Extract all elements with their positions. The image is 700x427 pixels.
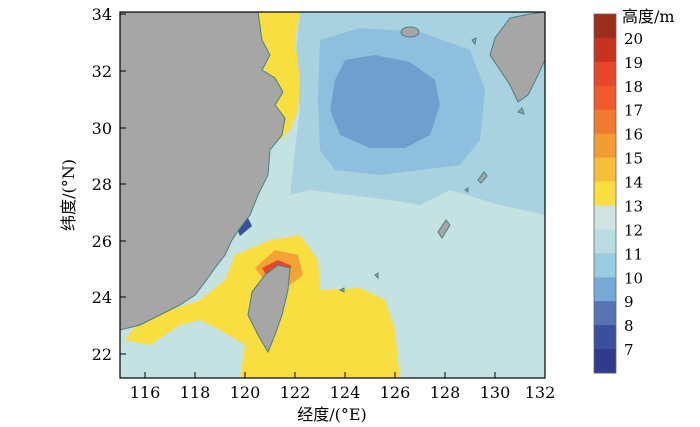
contour-9-10m bbox=[330, 55, 440, 148]
colorbar-level-label: 12 bbox=[624, 221, 643, 239]
x-axis-label: 经度/(°E) bbox=[297, 405, 367, 424]
land-okinawa-islands bbox=[338, 37, 525, 293]
colorbar-level-label: 20 bbox=[624, 30, 643, 48]
x-tick-label: 120 bbox=[230, 383, 261, 402]
colorbar-level-label: 14 bbox=[624, 174, 643, 192]
colorbar-swatch bbox=[594, 109, 616, 135]
colorbar-swatch bbox=[594, 325, 616, 350]
y-tick-label: 32 bbox=[92, 62, 112, 81]
colorbar-level-label: 13 bbox=[624, 197, 643, 215]
colorbar-level-label: 7 bbox=[624, 341, 634, 359]
colorbar-swatch bbox=[594, 205, 616, 230]
y-axis-label: 纬度/(°N) bbox=[59, 159, 78, 231]
colorbar-swatch bbox=[594, 229, 616, 254]
colorbar-swatch bbox=[594, 85, 616, 111]
colorbar-swatch bbox=[594, 181, 616, 206]
colorbar-level-label: 10 bbox=[624, 269, 643, 287]
colorbar-level-label: 11 bbox=[624, 245, 643, 263]
y-tick-label: 24 bbox=[92, 288, 112, 307]
y-tick-label: 26 bbox=[92, 232, 112, 251]
map-plot-area bbox=[120, 12, 545, 378]
land-taiwan bbox=[247, 264, 291, 354]
x-tick-label: 126 bbox=[380, 383, 411, 402]
x-tick-label: 132 bbox=[525, 383, 556, 402]
colorbar-swatch bbox=[594, 301, 616, 326]
colorbar-level-label: 9 bbox=[624, 293, 634, 311]
colorbar-level-label: 18 bbox=[624, 78, 643, 96]
plot-frame bbox=[119, 11, 546, 379]
land-mainland-china bbox=[120, 12, 286, 331]
x-tick-label: 124 bbox=[330, 383, 361, 402]
x-tick-label: 122 bbox=[280, 383, 311, 402]
colorbar-level-label: 15 bbox=[624, 150, 643, 168]
colorbar-swatch bbox=[594, 157, 616, 183]
x-tick-label: 116 bbox=[130, 383, 161, 402]
x-axis: 116 118 120 122 124 126 128 130 132 经度/(… bbox=[130, 372, 556, 424]
y-tick-label: 22 bbox=[92, 345, 112, 364]
colorbar-swatch bbox=[594, 133, 616, 159]
x-tick-label: 118 bbox=[180, 383, 211, 402]
y-axis: 22 24 26 28 30 32 34 纬度/(°N) bbox=[59, 5, 126, 364]
colorbar-title: 高度/m bbox=[622, 7, 675, 26]
colorbar-level-label: 16 bbox=[624, 126, 643, 144]
land-jeju bbox=[400, 26, 420, 38]
y-tick-label: 30 bbox=[92, 119, 112, 138]
colorbar-swatch bbox=[594, 37, 616, 63]
colorbar-frame bbox=[593, 13, 617, 374]
colorbar-swatch bbox=[594, 253, 616, 278]
colorbar-swatch bbox=[594, 61, 616, 87]
x-tick-label: 128 bbox=[430, 383, 461, 402]
x-tick-label: 130 bbox=[480, 383, 511, 402]
colorbar: 高度/m 20 19 18 17 16 15 14 13 12 11 10 9 8 7 bbox=[593, 7, 675, 374]
y-tick-label: 34 bbox=[92, 5, 112, 24]
colorbar-level-label: 8 bbox=[624, 317, 634, 335]
colorbar-swatch bbox=[594, 349, 616, 374]
colorbar-level-label: 19 bbox=[624, 54, 643, 72]
contour-13-14m-north-coast bbox=[258, 12, 300, 140]
colorbar-swatch bbox=[594, 14, 616, 39]
y-tick-label: 28 bbox=[92, 175, 112, 194]
colorbar-level-label: 17 bbox=[624, 102, 643, 120]
colorbar-swatch bbox=[594, 277, 616, 302]
